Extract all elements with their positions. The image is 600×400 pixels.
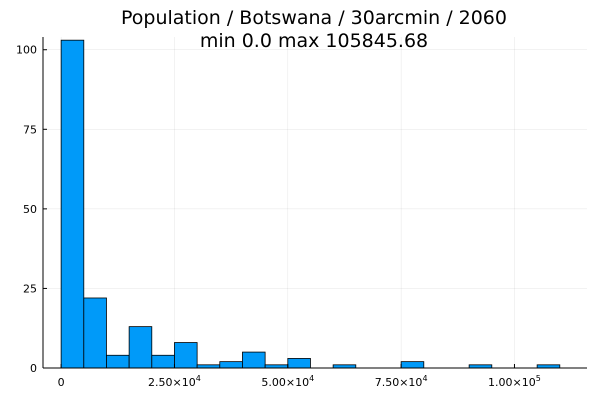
x-tick-label: 0 [58, 376, 65, 389]
y-tick-label: 50 [23, 203, 37, 216]
histogram-bars [60, 39, 561, 369]
x-tick-label: 2.50×104 [148, 374, 201, 389]
histogram-bar [60, 39, 85, 369]
x-tick-label: 7.50×104 [375, 374, 428, 389]
histogram-bar [106, 354, 130, 369]
y-tick-label: 100 [16, 44, 37, 57]
grid-lines [43, 37, 587, 369]
histogram-bar [174, 342, 198, 369]
axes [42, 37, 587, 369]
y-tick-label: 75 [23, 123, 37, 136]
y-tick-label: 25 [23, 282, 37, 295]
x-tick-label: 5.00×104 [261, 374, 314, 389]
y-tick-label: 0 [30, 362, 37, 375]
histogram-bar [219, 361, 243, 369]
x-tick-exponent: 4 [196, 374, 201, 383]
histogram-bar [400, 361, 425, 369]
chart-subtitle: min 0.0 max 105845.68 [200, 30, 428, 52]
histogram-bar [242, 351, 266, 369]
chart-title: Population / Botswana / 30arcmin / 2060 [121, 7, 507, 29]
histogram-bar [83, 297, 107, 369]
x-tick-exponent: 4 [309, 374, 314, 383]
histogram-bar [151, 354, 175, 369]
x-tick-exponent: 4 [422, 374, 427, 383]
histogram-bar [128, 326, 153, 369]
tick-labels: 0 25 50 75 100 0 2.50×104 5.00×104 7.50×104 1.00×… [16, 44, 541, 389]
histogram-bar [287, 358, 311, 369]
x-tick-exponent: 5 [536, 374, 541, 383]
x-tick-label: 1.00×105 [488, 374, 541, 389]
